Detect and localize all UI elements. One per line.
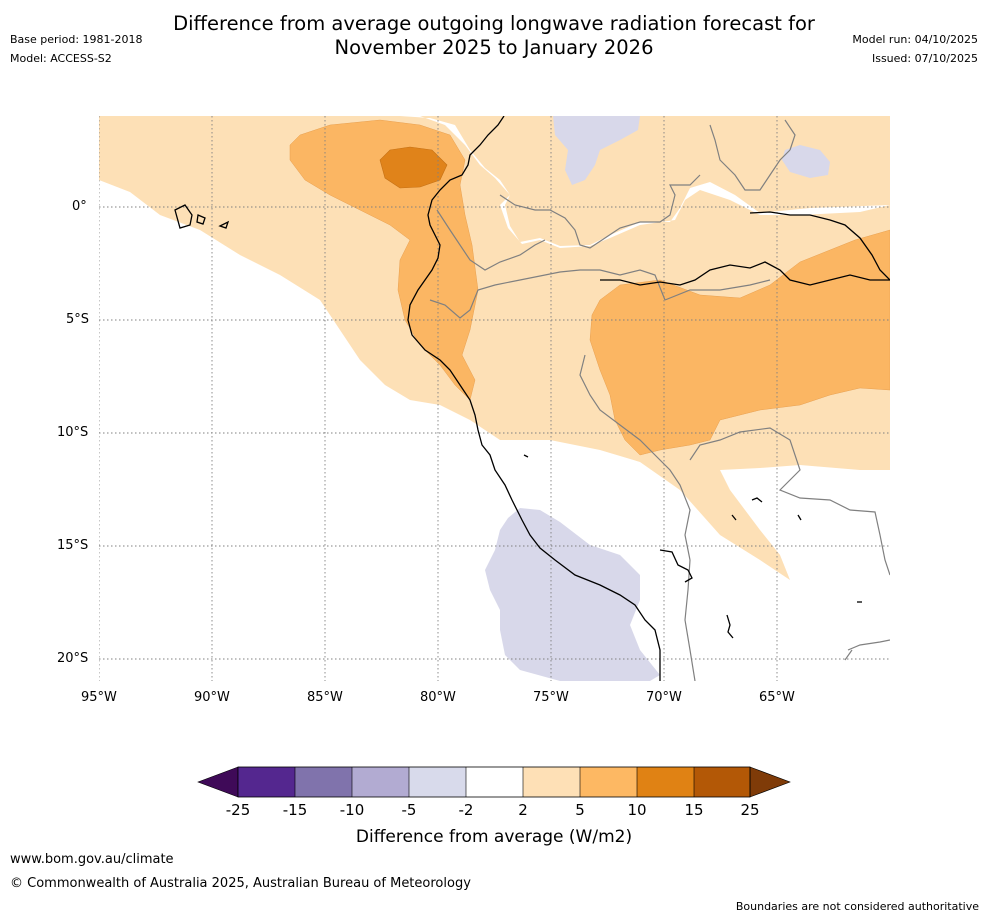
coastlines — [174, 116, 890, 681]
issued-date: Issued: 07/10/2025 — [871, 52, 978, 65]
lat-label-0: 0° — [72, 199, 87, 214]
lon-label-90w: 90°W — [194, 690, 230, 705]
model-run: Model run: 04/10/2025 — [852, 33, 978, 46]
copyright-notice: © Commonwealth of Australia 2025, Austra… — [10, 876, 471, 891]
base-period: Base period: 1981-2018 — [10, 33, 143, 46]
website-link[interactable]: www.bom.gov.au/climate — [10, 852, 174, 867]
map-title-line1: Difference from average outgoing longwav… — [173, 12, 815, 35]
lon-label-65w: 65°W — [759, 690, 795, 705]
colorbar-seg-6 — [523, 767, 580, 797]
lon-label-95w: 95°W — [81, 690, 117, 705]
anomaly-purple-south — [485, 508, 660, 681]
colorbar-tick-label: -15 — [282, 801, 308, 819]
lat-label-10s: 10°S — [57, 425, 89, 440]
colorbar-tick-label: 5 — [575, 801, 585, 819]
anomaly-mid-orange-east — [589, 229, 890, 456]
anomaly-mid-orange-north — [289, 119, 479, 401]
colorbar-seg-1 — [238, 767, 295, 797]
anomaly-purple-northeast — [782, 145, 830, 178]
colorbar-arrow-left — [197, 766, 239, 798]
anomaly-purple-north — [553, 116, 640, 185]
colorbar-tick-label: 15 — [684, 801, 704, 819]
colorbar-seg-4 — [409, 767, 466, 797]
anomaly-dark-orange — [379, 146, 448, 189]
colorbar-seg-7 — [580, 767, 637, 797]
colorbar-tick-label: 10 — [627, 801, 647, 819]
colorbar-seg-5 — [466, 767, 523, 797]
colorbar-title: Difference from average (W/m2) — [355, 827, 633, 847]
colorbar-seg-3 — [352, 767, 409, 797]
lat-label-20s: 20°S — [57, 651, 89, 666]
colorbar-tick-label: 25 — [740, 801, 760, 819]
colorbar-tick-label: 2 — [518, 801, 528, 819]
anomaly-light-orange — [99, 116, 890, 580]
lon-label-80w: 80°W — [420, 690, 456, 705]
colorbar-seg-9 — [694, 767, 750, 797]
lon-label-85w: 85°W — [307, 690, 343, 705]
lat-label-5s: 5°S — [66, 312, 90, 327]
colorbar-seg-8 — [637, 767, 694, 797]
boundary-disclaimer: Boundaries are not considered authoritat… — [735, 900, 979, 913]
colorbar-tick-label: -2 — [458, 801, 474, 819]
country-borders — [429, 119, 890, 681]
lon-label-70w: 70°W — [646, 690, 682, 705]
colorbar-seg-2 — [295, 767, 352, 797]
colorbar-arrow-right — [749, 766, 791, 798]
model-name: Model: ACCESS-S2 — [10, 52, 112, 65]
colorbar-tick-label: -25 — [225, 801, 251, 819]
map-title: Difference from average outgoing longwav… — [0, 12, 988, 60]
lat-label-15s: 15°S — [57, 538, 89, 553]
lon-label-75w: 75°W — [533, 690, 569, 705]
map-title-line2: November 2025 to January 2026 — [334, 36, 654, 59]
colorbar-tick-label: -5 — [401, 801, 417, 819]
colorbar-tick-label: -10 — [339, 801, 365, 819]
